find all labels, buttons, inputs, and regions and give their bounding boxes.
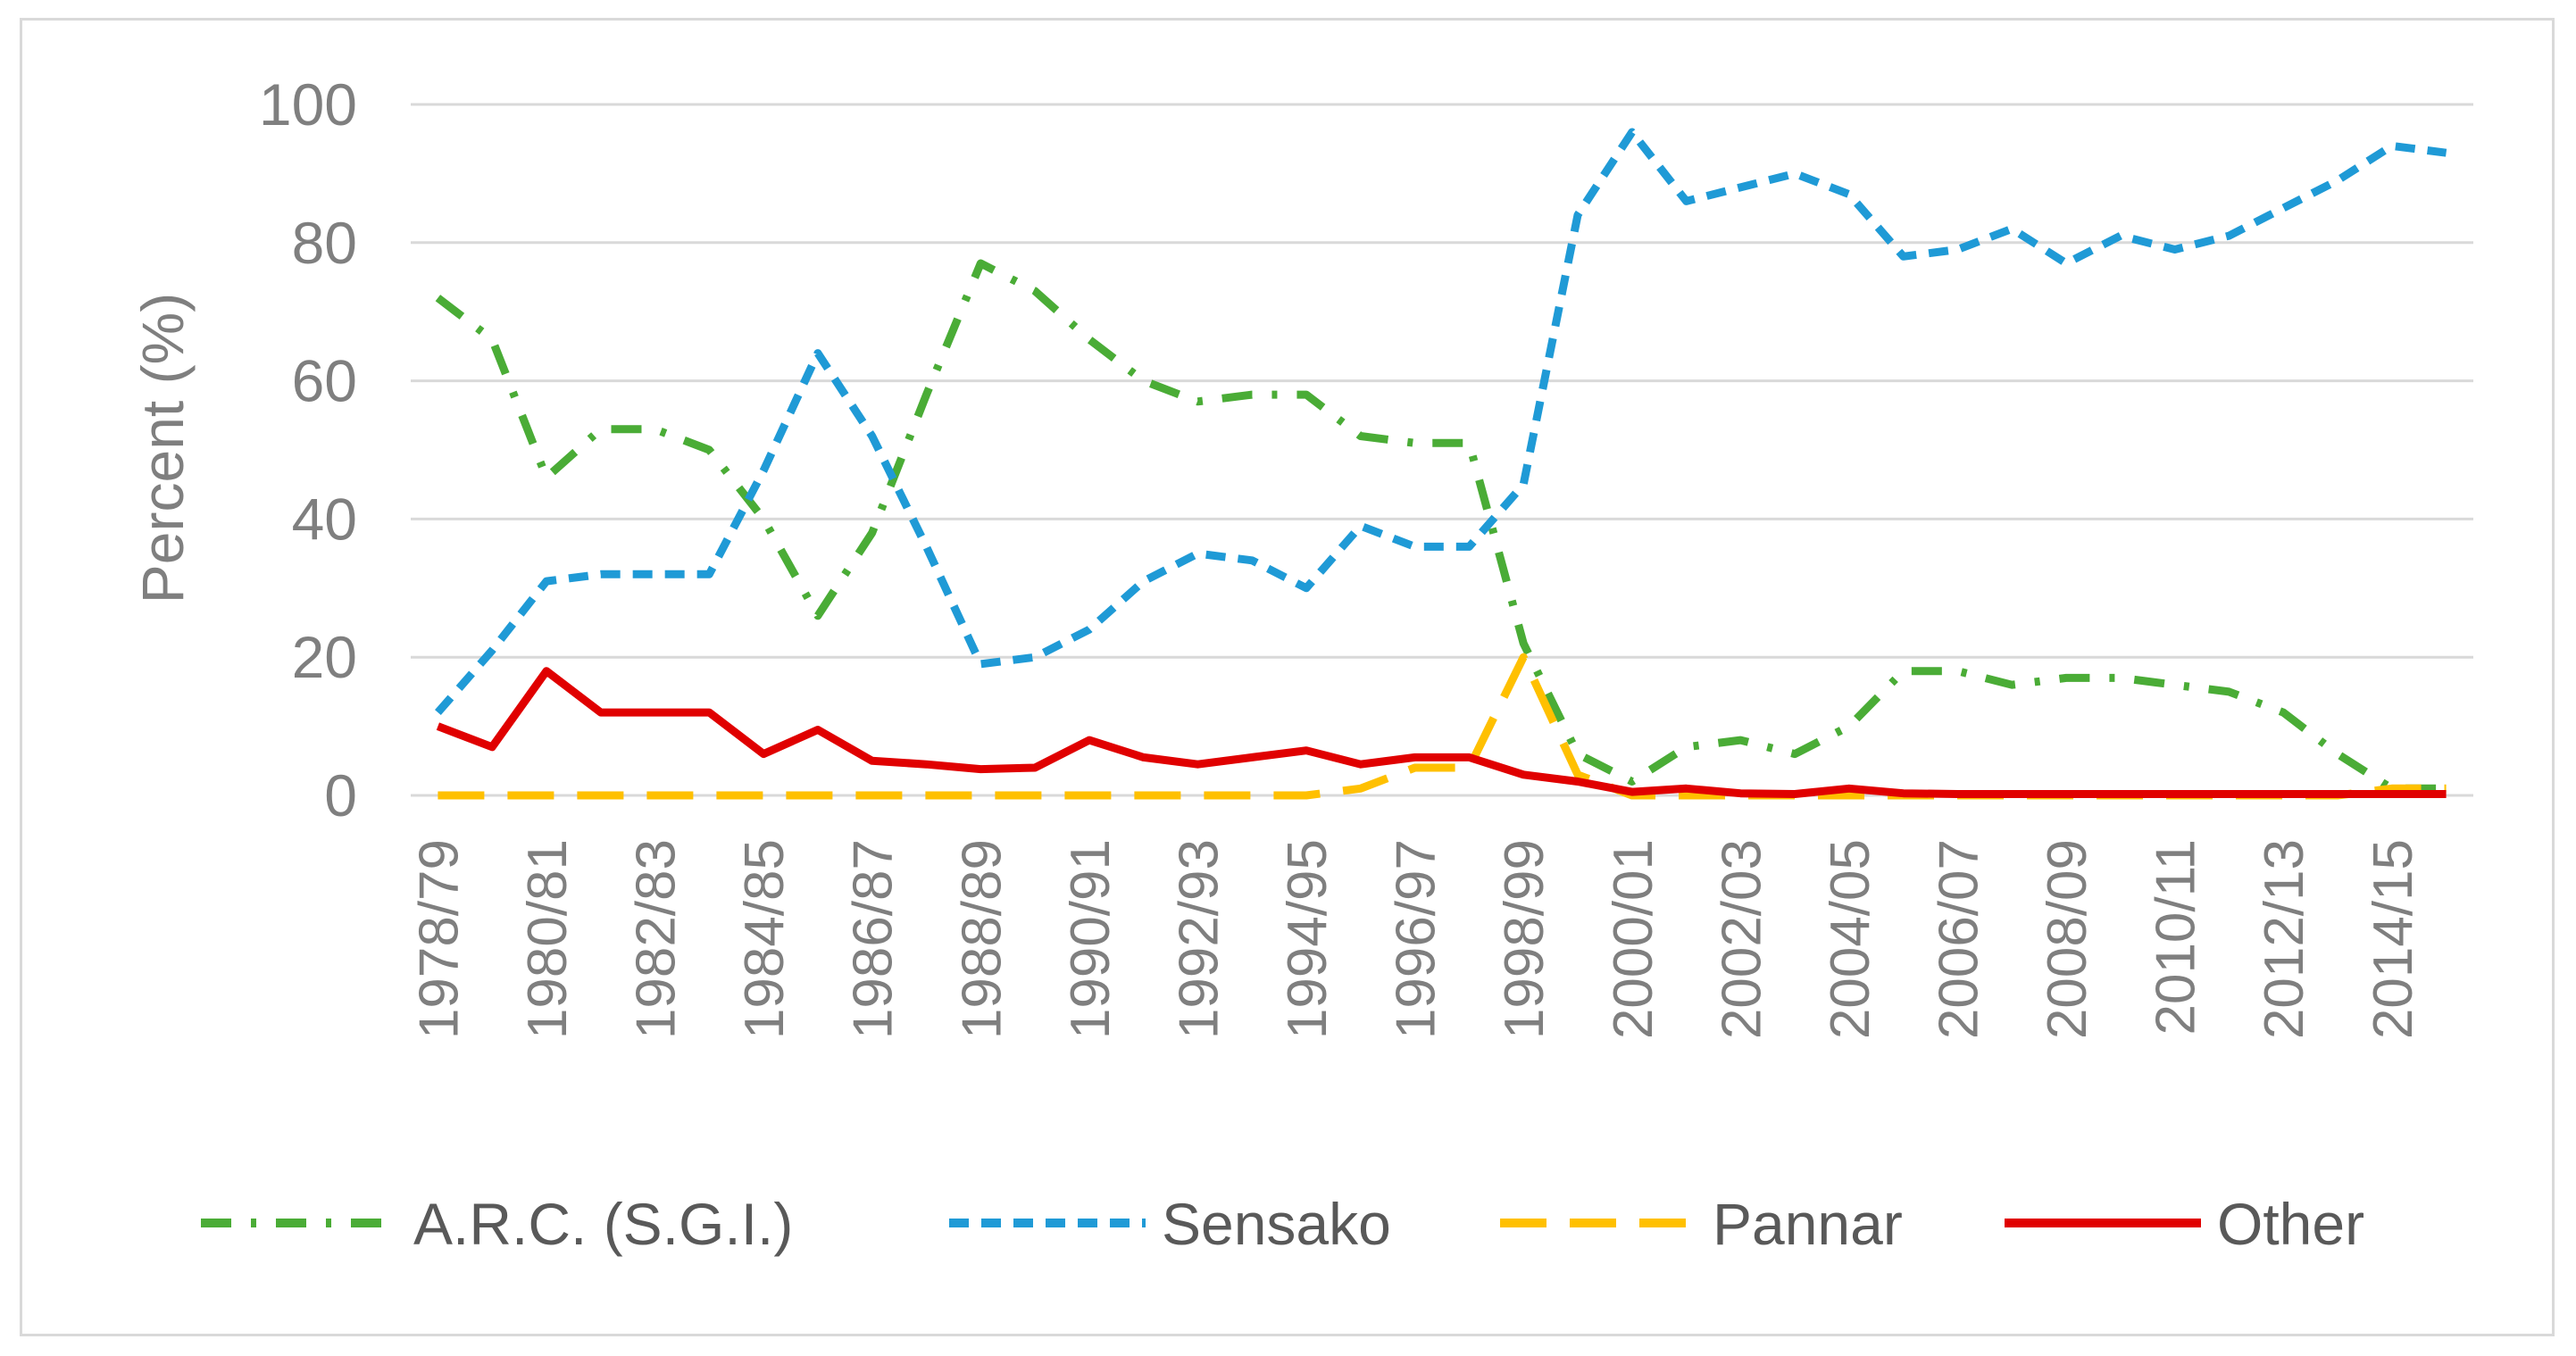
y-tick-label: 0	[324, 762, 357, 828]
series-lines	[435, 128, 2447, 800]
legend-label-a-r-c-s-g-i: A.R.C. (S.G.I.)	[413, 1191, 793, 1257]
series-line-other	[436, 667, 2447, 798]
legend-label-sensako: Sensako	[1162, 1191, 1391, 1257]
legend-label-other: Other	[2217, 1191, 2364, 1257]
chart-frame	[20, 18, 2555, 1336]
legend: A.R.C. (S.G.I.) Sensako Pannar Other	[201, 1191, 2364, 1257]
x-axis-ticks: 1978/79 1980/81 1982/83 1984/85 1986/87 1988/…	[408, 839, 2423, 1039]
x-tick-label: 2012/13	[2254, 839, 2315, 1039]
y-tick-label: 40	[292, 486, 357, 552]
x-tick-label: 1980/81	[517, 839, 579, 1039]
x-tick-label: 1984/85	[734, 839, 796, 1039]
x-tick-label: 1988/89	[951, 839, 1013, 1039]
x-tick-label: 1982/83	[626, 839, 688, 1039]
x-tick-label: 2004/05	[1820, 839, 1881, 1039]
y-tick-label: 80	[292, 210, 357, 276]
x-tick-label: 2006/07	[1929, 839, 1990, 1039]
y-tick-label: 100	[259, 71, 357, 137]
x-tick-label: 2014/15	[2363, 839, 2424, 1039]
series-line-sensako	[435, 128, 2447, 716]
x-tick-label: 1994/95	[1277, 839, 1338, 1039]
y-tick-label: 60	[292, 348, 357, 414]
x-tick-label: 2010/11	[2146, 839, 2207, 1036]
gridlines	[411, 103, 2473, 797]
y-axis-ticks: 0 20 40 60 80 100	[259, 71, 357, 828]
x-tick-label: 2000/01	[1603, 839, 1664, 1039]
x-tick-label: 1998/99	[1494, 839, 1555, 1039]
x-tick-label: 1992/93	[1168, 839, 1230, 1039]
y-tick-label: 20	[292, 624, 357, 690]
legend-label-pannar: Pannar	[1713, 1191, 1903, 1257]
x-tick-label: 2002/03	[1711, 839, 1772, 1039]
x-tick-label: 1986/87	[843, 839, 905, 1039]
x-tick-label: 2008/09	[2037, 839, 2098, 1039]
series-line-a-r-c-s-g-i	[435, 259, 2447, 793]
y-axis-title: Percent (%)	[129, 293, 196, 603]
x-tick-label: 1978/79	[408, 839, 470, 1039]
x-tick-label: 1990/91	[1060, 839, 1121, 1039]
x-tick-label: 1996/97	[1386, 839, 1447, 1039]
